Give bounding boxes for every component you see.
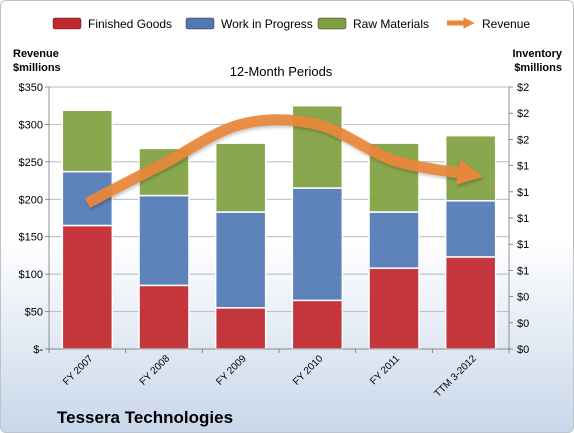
legend-label: Work in Progress [221,17,313,31]
y2-tick-label: $1 [517,161,529,173]
x-tick-label: FY 2007 [61,353,96,388]
y2-tick-label: $2 [517,82,529,94]
bar-finished-goods [61,224,114,350]
x-tick-label: FY 2010 [291,353,326,388]
legend: Finished Goods Work in Progress Raw Materi… [52,17,530,31]
bar-finished-goods [368,267,420,350]
bar-finished-goods [291,299,344,350]
y2-tick-label: $1 [517,187,529,199]
y-tick-label: $- [33,344,43,356]
bar-work-in-progress [444,200,497,258]
bar-work-in-progress [291,187,344,302]
x-axis-labels: FY 2007 FY 2008 FY 2009 FY 2010 FY 2011 TTM 3… [61,353,479,400]
y-tick-label: $200 [19,194,43,206]
x-tick-label: FY 2009 [214,353,249,388]
bar-finished-goods [214,307,267,350]
y2-tick-label: $2 [517,134,529,146]
legend-swatch [52,17,82,30]
y-tick-label: $150 [19,232,43,244]
y-tick-label: $250 [19,157,43,169]
y-tick-label: $300 [19,119,43,131]
bar-work-in-progress [138,194,190,287]
bar-raw-materials [61,109,114,173]
legend-label: Finished Goods [88,17,172,31]
x-tick-label: FY 2008 [138,353,173,388]
legend-label: Revenue [482,17,530,31]
y-tick-label: $50 [25,307,43,319]
chart-subtitle: 12-Month Periods [230,64,333,79]
y2-tick-label: $1 [517,239,529,251]
legend-swatch [317,17,347,30]
left-axis-title-line2: $millions [13,62,61,74]
y2-tick-label: $0 [517,318,529,330]
bar-finished-goods [138,284,190,350]
left-axis-title-line1: Revenue [13,48,59,60]
gridlines [49,86,509,350]
y-tick-label: $100 [19,269,43,281]
bar-work-in-progress [368,211,420,269]
bars [61,104,497,350]
revenue-line-group [84,114,484,208]
legend-swatch [185,17,215,30]
x-tick-label: TTM 3-2012 [432,353,479,400]
revenue-line [84,114,484,208]
y2-tick-label: $0 [517,344,529,356]
company-name: Tessera Technologies [57,408,233,427]
y2-tick-label: $1 [517,213,529,225]
y2-tick-label: $0 [517,292,529,304]
legend-label: Raw Materials [353,17,429,31]
right-axis-title-line1: Inventory [512,48,562,60]
y2-tick-label: $1 [517,265,529,277]
bar-finished-goods [444,256,497,350]
y-tick-label: $350 [19,82,43,94]
axes: $- $50 $100 $150 $200 $250 $300 $350 $0 $0 $0 $1 $1 $… [19,82,530,356]
right-axis-title-line2: $millions [514,62,562,74]
bar-raw-materials [214,142,267,213]
x-tick-label: FY 2011 [368,353,402,387]
y2-tick-label: $2 [517,108,529,120]
bar-work-in-progress [214,211,267,309]
